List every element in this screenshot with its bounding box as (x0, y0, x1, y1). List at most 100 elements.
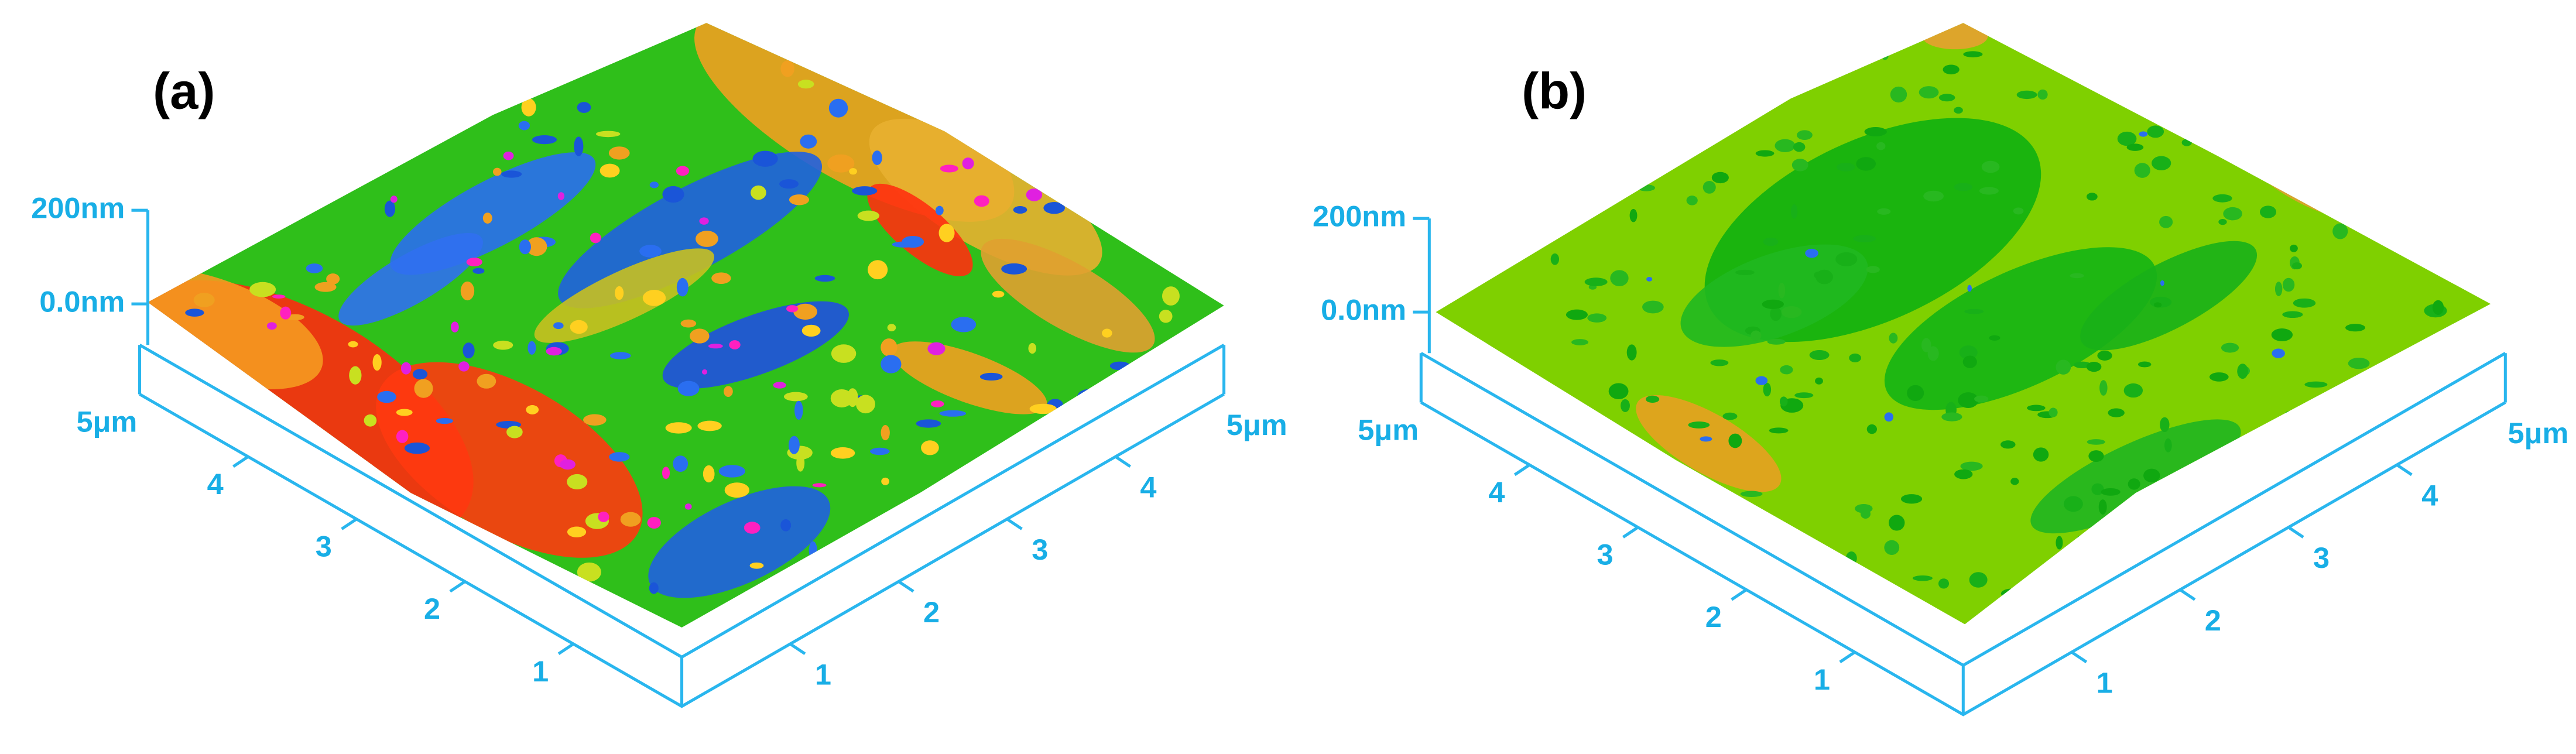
surface-spot (1722, 412, 1738, 420)
surface-spot (427, 81, 452, 94)
surface-spot (1815, 377, 1823, 385)
surface-spot (518, 121, 530, 131)
surface-spot (935, 205, 944, 215)
surface-spot (831, 344, 857, 363)
surface-spot (2304, 381, 2328, 388)
surface-spot (1938, 578, 1950, 589)
surface-spot (1941, 412, 1962, 421)
surface-spot (1029, 505, 1050, 513)
surface-spot (2298, 477, 2321, 489)
surface-spot (306, 263, 323, 273)
surface-patch (376, 362, 643, 558)
surface-spot (1959, 345, 1978, 359)
surface-spot (1711, 172, 1729, 184)
surface-spot (1648, 502, 1663, 509)
surface-spot (1969, 572, 1988, 588)
surface-spot (263, 438, 285, 454)
surface-spot (2443, 494, 2453, 510)
left-tick (449, 580, 466, 593)
surface-spot (2284, 411, 2295, 418)
surface-spot (2321, 464, 2334, 479)
surface-spot (2063, 496, 2083, 512)
surface-spot (711, 272, 731, 285)
surface-spot (1520, 373, 1539, 384)
surface-spot (827, 154, 855, 173)
surface-spot (185, 352, 212, 359)
surface-spot (673, 455, 688, 472)
surface-spot (1958, 392, 1979, 408)
surface-spot (809, 541, 817, 560)
surface-spot (526, 237, 547, 256)
surface-spot (404, 442, 430, 454)
surface-spot (1989, 335, 2000, 341)
surface-spot (450, 321, 459, 333)
surface-spot (1035, 111, 1054, 124)
surface-spot (1710, 359, 1729, 366)
surface-spot (1480, 146, 1493, 157)
surface-spot (1001, 263, 1027, 275)
surface-spot (2186, 43, 2199, 57)
surface-spot (254, 184, 275, 194)
surface-spot (1070, 554, 1088, 571)
surface-spot (1781, 306, 1802, 318)
surface-spot (1954, 107, 1963, 114)
surface-spot (2323, 125, 2342, 134)
surface-spot (1066, 443, 1075, 456)
surface-spot (789, 436, 800, 454)
surface-spot (2037, 89, 2048, 100)
z-tick-label: 0.0nm (1321, 293, 1406, 327)
surface-spot (1794, 392, 1814, 399)
surface-spot (911, 548, 924, 568)
surface-spot (793, 303, 817, 320)
surface-spot (1029, 403, 1057, 414)
surface-spot (883, 560, 902, 575)
surface-spot (2056, 359, 2071, 375)
surface-spot (2380, 160, 2392, 172)
surface-spot (521, 98, 536, 116)
surface-spot (801, 324, 821, 337)
surface-spot (1144, 139, 1163, 154)
surface-spot (1763, 237, 1779, 246)
surface-spot (2325, 163, 2335, 180)
surface-spot (2160, 417, 2170, 433)
surface-spot (2221, 342, 2239, 353)
surface-spot (1923, 190, 1944, 202)
surface-spot (159, 382, 173, 398)
surface-spot (476, 547, 484, 554)
surface-spot (1090, 522, 1116, 540)
surface-spot (1765, 91, 1773, 104)
surface-spot (1686, 196, 1698, 205)
surface-spot (365, 91, 382, 98)
surface-patch (148, 268, 323, 390)
left-tick-label: 5μm (1358, 413, 1419, 446)
surface-spot (1585, 174, 1598, 183)
surface-spot (396, 430, 409, 443)
surface-spot (2415, 512, 2433, 526)
surface-spot (1967, 285, 1972, 292)
surface-spot (2406, 582, 2413, 599)
surface-spot (1864, 126, 1887, 136)
surface-spot (1728, 433, 1742, 448)
surface-spot (1770, 307, 1782, 321)
surface-spot (2087, 439, 2105, 445)
surface-spot (1763, 382, 1772, 397)
surface-spot (409, 521, 435, 537)
surface-spot (527, 341, 536, 355)
surface-spot (857, 210, 880, 221)
surface-spot (2282, 277, 2295, 292)
surface-spot (503, 151, 514, 160)
surface-spot (1097, 60, 1108, 73)
surface-spot (2000, 440, 2016, 449)
surface-spot (1676, 474, 1684, 481)
surface-spot (1584, 277, 1608, 286)
right-tick-label: 1 (2097, 666, 2113, 699)
surface-spot (1162, 286, 1180, 306)
right-tick-label: 2 (923, 595, 940, 629)
surface-spot (708, 344, 723, 349)
surface-spot (595, 131, 621, 138)
surface-spot (477, 373, 496, 389)
surface-spot (1962, 355, 1977, 368)
surface-spot (1755, 376, 1768, 385)
surface-spot (620, 512, 641, 527)
z-tick-label: 200nm (31, 191, 125, 225)
